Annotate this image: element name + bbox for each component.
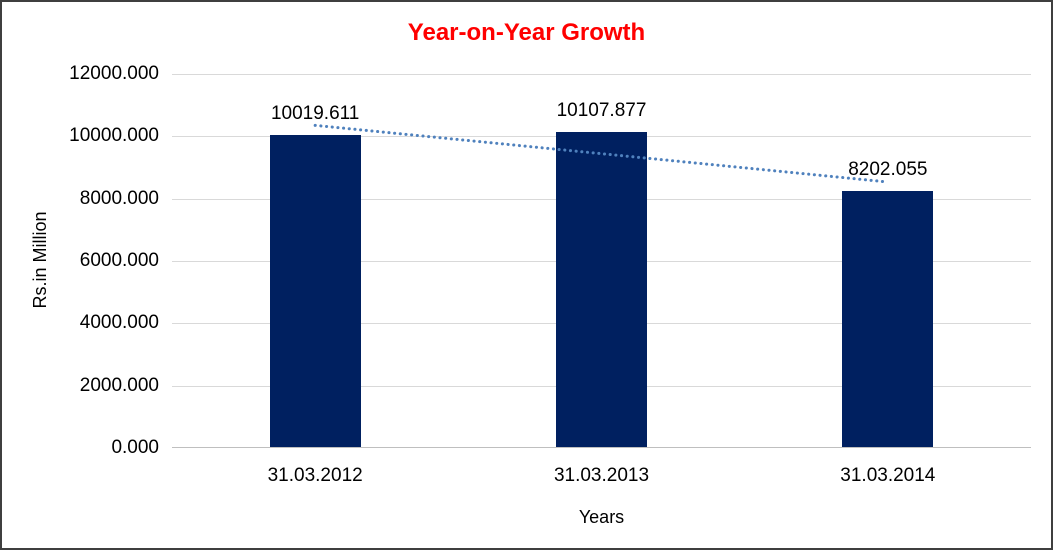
y-tick-label: 2000.000 <box>79 374 159 396</box>
y-tick-label: 12000.000 <box>69 63 159 84</box>
bar-value-label: 10107.877 <box>556 99 647 121</box>
bar <box>842 191 934 447</box>
y-tick-label: 6000.000 <box>79 250 159 271</box>
x-tick-label: 31.03.2014 <box>840 465 936 486</box>
x-tick-label: 31.03.2013 <box>553 465 650 486</box>
gridline <box>172 74 1031 75</box>
x-axis-line <box>172 447 1031 448</box>
x-tick-label: 31.03.2012 <box>267 465 363 486</box>
y-tick-label: 4000.000 <box>79 312 159 334</box>
bar-value-label: 10019.611 <box>270 102 360 124</box>
plot-area: 10019.611 10107.877 8202.055 <box>172 74 1031 448</box>
trendline <box>313 123 890 184</box>
bar-value-label: 8202.055 <box>848 159 928 181</box>
x-axis-title: Years <box>578 507 625 527</box>
y-tick-label: 8000.000 <box>79 187 159 209</box>
y-tick-label: 0.000 <box>111 437 159 458</box>
y-tick-label: 10000.000 <box>69 125 159 147</box>
bar <box>269 134 361 447</box>
chart-title: Year-on-Year Growth <box>407 19 646 46</box>
bar <box>556 131 647 447</box>
